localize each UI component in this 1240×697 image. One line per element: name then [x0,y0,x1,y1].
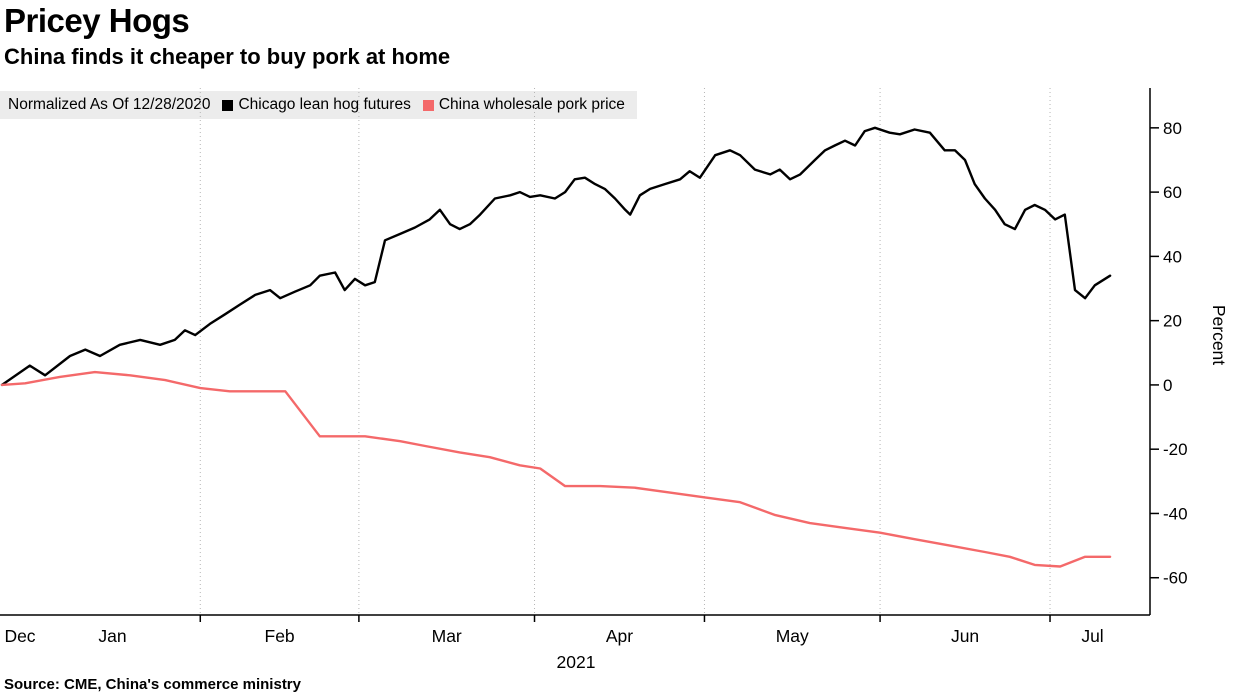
chart-canvas: Dec Jan Feb Mar Apr May Jun Jul -60 -40 -20 0 20 40 60… [0,88,1229,672]
page-title: Pricey Hogs [4,2,190,39]
legend-swatch-black [222,99,234,111]
x-tick-label: Apr [606,626,633,646]
chart-legend: Normalized As Of 12/28/2020 Chicago lean… [0,91,637,119]
series-line-0 [0,126,1112,387]
y-tick-label: -20 [1163,440,1188,459]
legend-label: China wholesale pork price [438,96,625,113]
y-tick-label: -60 [1163,569,1188,588]
x-tick-label: Jun [951,626,979,646]
y-tick-label: 80 [1163,119,1182,138]
x-tick-label: Feb [265,626,295,646]
y-axis-title: Percent [1209,305,1229,365]
page-subtitle: China finds it cheaper to buy pork at ho… [4,44,451,69]
legend-label: Chicago lean hog futures [238,96,411,113]
legend-note: Normalized As Of 12/28/2020 [8,96,211,113]
legend-swatch-red [422,99,434,111]
y-tick-label: 0 [1163,376,1172,395]
series-line-1 [0,370,1112,568]
x-tick-label: May [776,626,809,646]
x-tick-label: Mar [432,626,462,646]
y-tick-label: 20 [1163,312,1182,331]
x-tick-label: Jan [98,626,126,646]
source-note: Source: CME, China's commerce ministry [4,676,301,693]
x-tick-label: Jul [1081,626,1103,646]
x-tick-label: Dec [4,626,35,646]
legend-item-chicago-lean-hog-futures: Chicago lean hog futures [222,96,411,114]
y-tick-label: 40 [1163,247,1182,266]
legend-item-china-wholesale-pork-price: China wholesale pork price [422,96,625,114]
x-axis-year-label: 2021 [557,652,596,672]
y-tick-label: 60 [1163,183,1182,202]
y-tick-label: -40 [1163,504,1188,523]
